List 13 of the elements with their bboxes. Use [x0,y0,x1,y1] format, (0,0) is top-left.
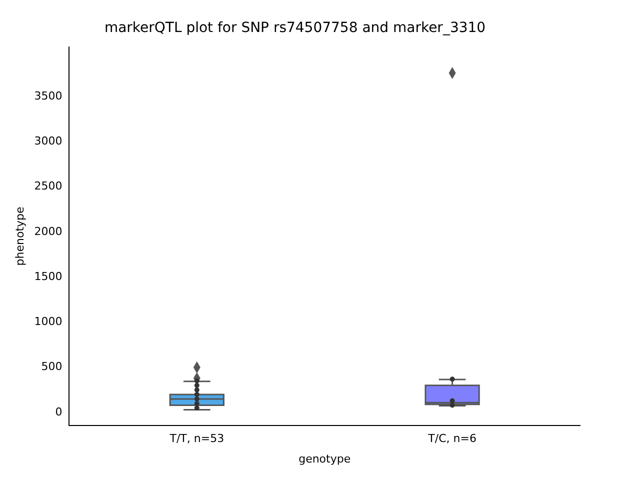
x-tick-label: T/C, n=6 [427,432,476,446]
y-tick-label: 0 [55,405,62,418]
y-tick-label: 3000 [34,134,62,148]
x-axis-title: genotype [298,452,351,466]
y-tick-label: 2000 [34,224,62,238]
y-tick-label: 500 [41,360,62,374]
y-axis-title: phenotype [13,206,26,266]
x-tick-label: T/T, n=53 [168,432,224,446]
y-tick-label: 3500 [34,89,62,102]
chart-title: markerQTL plot for SNP rs74507758 and marker_3310 [104,20,486,36]
y-tick-label: 2500 [34,180,62,193]
y-tick-label: 1500 [34,270,62,283]
y-tick-label: 1000 [34,315,62,328]
